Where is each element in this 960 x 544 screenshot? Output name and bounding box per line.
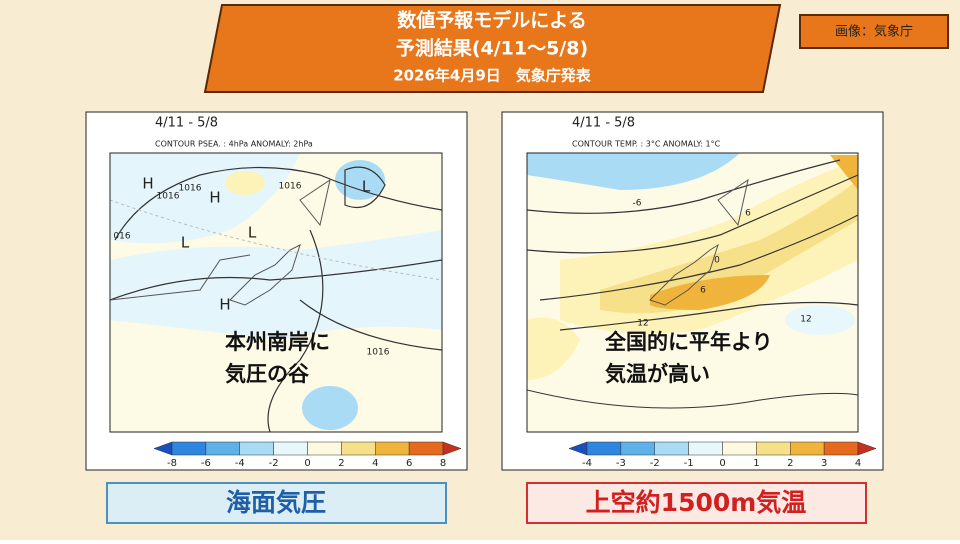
colorbar-tick-label: 4 [855,458,861,469]
colorbar-tick-label: 0 [719,458,725,469]
colorbar-tick-label: 6 [406,458,412,469]
colorbar-segment [171,441,207,456]
period: 4/11 - 5/8 [572,116,635,131]
colorbar-segment [688,441,723,456]
map-label: 12 [800,315,811,325]
colorbar-tick-label: -8 [167,458,177,469]
colorbar-segment [654,441,689,456]
colorbar-segment [756,441,791,456]
colorbar-tick-label: 2 [338,458,344,469]
colorbar-tick-label: -2 [650,458,660,469]
map-label: 016 [113,232,130,242]
map-label: L [362,178,371,196]
credit-box [799,14,949,49]
title-box [203,4,782,93]
title-line: 2026年4月9日 気象庁発表 [393,67,592,85]
map-frame [109,152,443,433]
colorbar-segment [790,441,825,456]
map-label: 12 [637,319,648,329]
caption-box [106,482,447,524]
map-label: 6 [745,209,751,219]
colorbar-segment [205,441,240,456]
map-label: -6 [633,199,642,209]
annotation: 本州南岸に [225,330,330,354]
colorbar-tick-label: -3 [616,458,626,469]
credit: 画像：気象庁 [835,24,913,40]
map-label: H [142,175,153,193]
colorbar-arrow [857,441,877,456]
colorbar-segment [722,441,757,456]
colorbar-tick-label: -4 [235,458,245,469]
colorbar-tick-label: -4 [582,458,592,469]
colorbar-tick-label: -2 [269,458,279,469]
colorbar-segment [307,441,342,456]
colorbar-segment [408,441,444,456]
colorbar-tick-label: 0 [304,458,310,469]
temperature-map [527,153,858,432]
caption-box [526,482,867,524]
map-label: H [219,296,230,314]
colorbar-segment [239,441,274,456]
colorbar-tick-label: 4 [372,458,378,469]
colorbar-segment [375,441,410,456]
colorbar-tick-label: 3 [821,458,827,469]
map-label: L [181,234,190,252]
map-label: 1016 [179,184,202,194]
title-line: 数値予報モデルによる [397,9,586,32]
colorbar-tick-label: 8 [440,458,446,469]
colorbar-tick-label: -6 [201,458,211,469]
map-label: L [248,224,257,242]
map-label: 1016 [279,182,302,192]
colorbar-tick-label: -1 [684,458,694,469]
annotation: 気温が高い [605,362,710,386]
annotation: 気圧の谷 [225,362,310,386]
colorbar-segment [823,441,859,456]
title-line: 予測結果(4/11～5/8) [396,37,588,60]
map-label: 0 [714,256,720,266]
colorbar-tick-label: 1 [753,458,759,469]
period: 4/11 - 5/8 [155,116,218,131]
colorbar-segment [341,441,376,456]
colorbar-segment [273,441,308,456]
colorbar-tick-label: 2 [787,458,793,469]
map-frame [526,152,859,433]
contour-info: CONTOUR TEMP. : 3°C ANOMALY: 1°C [572,140,721,149]
colorbar-arrow [442,441,462,456]
annotation: 全国的に平年より [604,330,773,354]
map-label: 1016 [157,192,180,202]
caption: 上空約1500m気温 [586,488,807,517]
contour-info: CONTOUR PSEA. : 4hPa ANOMALY: 2hPa [155,140,313,149]
colorbar-segment [586,441,622,456]
pressure-map [110,153,442,432]
colorbar-segment [620,441,655,456]
map-label: 1016 [367,348,390,358]
caption: 海面気圧 [226,488,326,517]
map-label: H [209,189,220,207]
map-label: 6 [700,286,706,296]
